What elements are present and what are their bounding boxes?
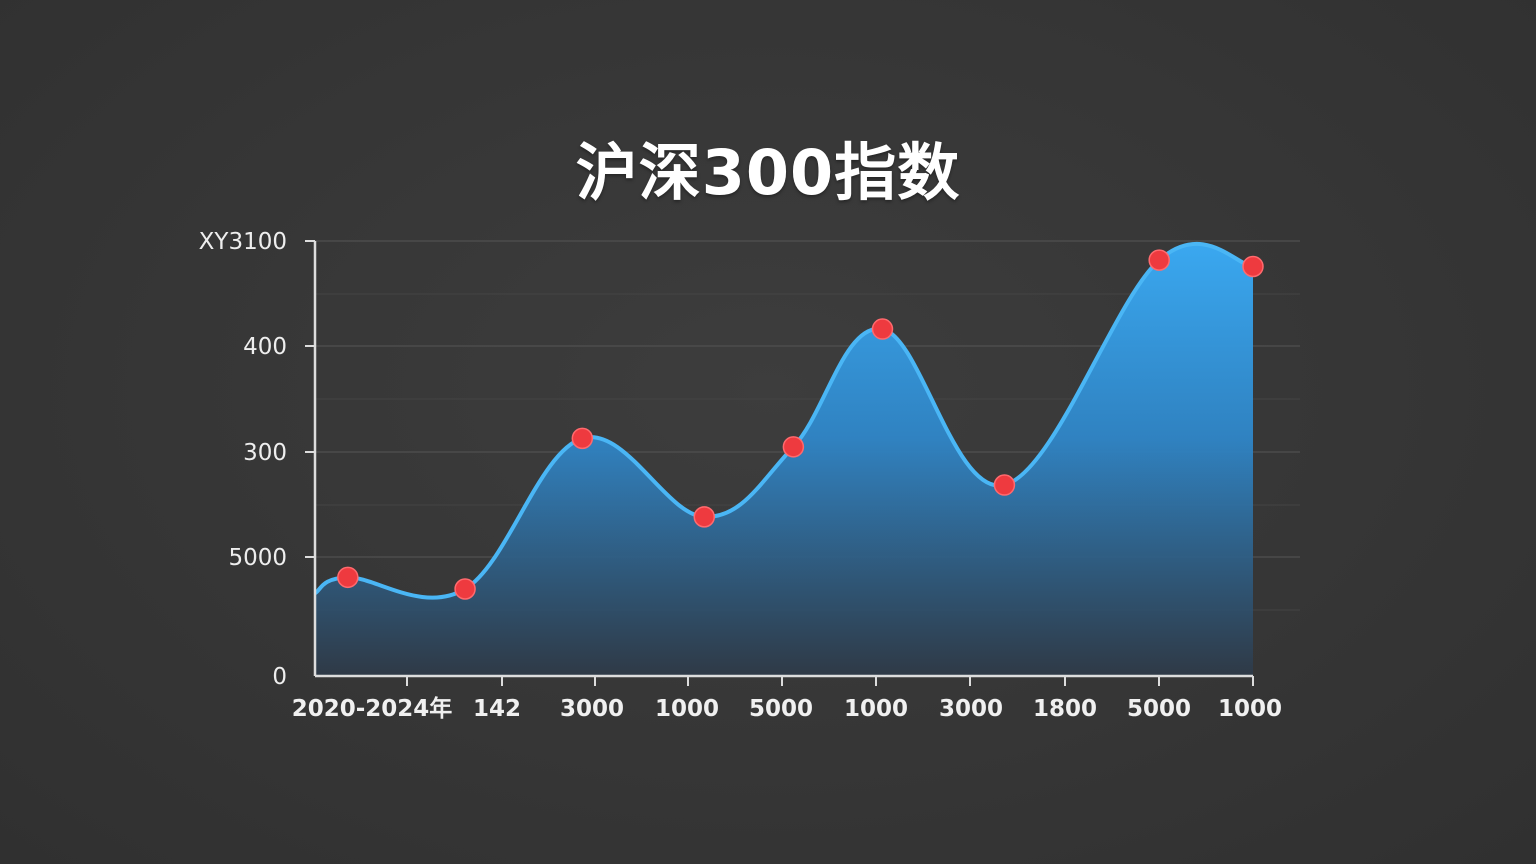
y-tick-label: 300 (243, 440, 287, 466)
data-point (571, 427, 594, 450)
x-tick-label: 1000 (1218, 696, 1282, 722)
x-tick-label: 5000 (1127, 696, 1191, 722)
chart-title: 沪深300指数 (575, 136, 961, 209)
data-point (782, 436, 805, 458)
x-tick-label: 3000 (939, 696, 1003, 722)
y-tick-labels: XY3100 400 300 5000 0 (199, 229, 287, 690)
x-tick-label: 142 (473, 696, 521, 722)
data-point (993, 474, 1016, 496)
y-tick-label: 400 (243, 334, 287, 360)
data-point (1242, 255, 1264, 278)
axes (305, 240, 1254, 686)
y-tick-label: XY3100 (199, 229, 287, 255)
y-tick-label: 0 (272, 664, 287, 690)
data-point (693, 506, 716, 528)
x-tick-label: 3000 (560, 696, 624, 722)
x-tick-labels: 2020-2024年 142 3000 1000 5000 1000 3000 1800 500… (292, 695, 1282, 722)
data-point (454, 578, 476, 600)
data-point (1148, 249, 1170, 271)
x-tick-label: 1800 (1033, 696, 1097, 722)
x-tick-label: 5000 (749, 696, 813, 722)
data-point (871, 318, 894, 340)
data-markers (337, 249, 1264, 600)
data-point (337, 566, 359, 589)
x-tick-label: 1000 (655, 696, 719, 722)
x-tick-label: 2020-2024年 (292, 695, 453, 722)
x-tick-label: 1000 (844, 696, 908, 722)
y-tick-label: 5000 (228, 545, 287, 571)
